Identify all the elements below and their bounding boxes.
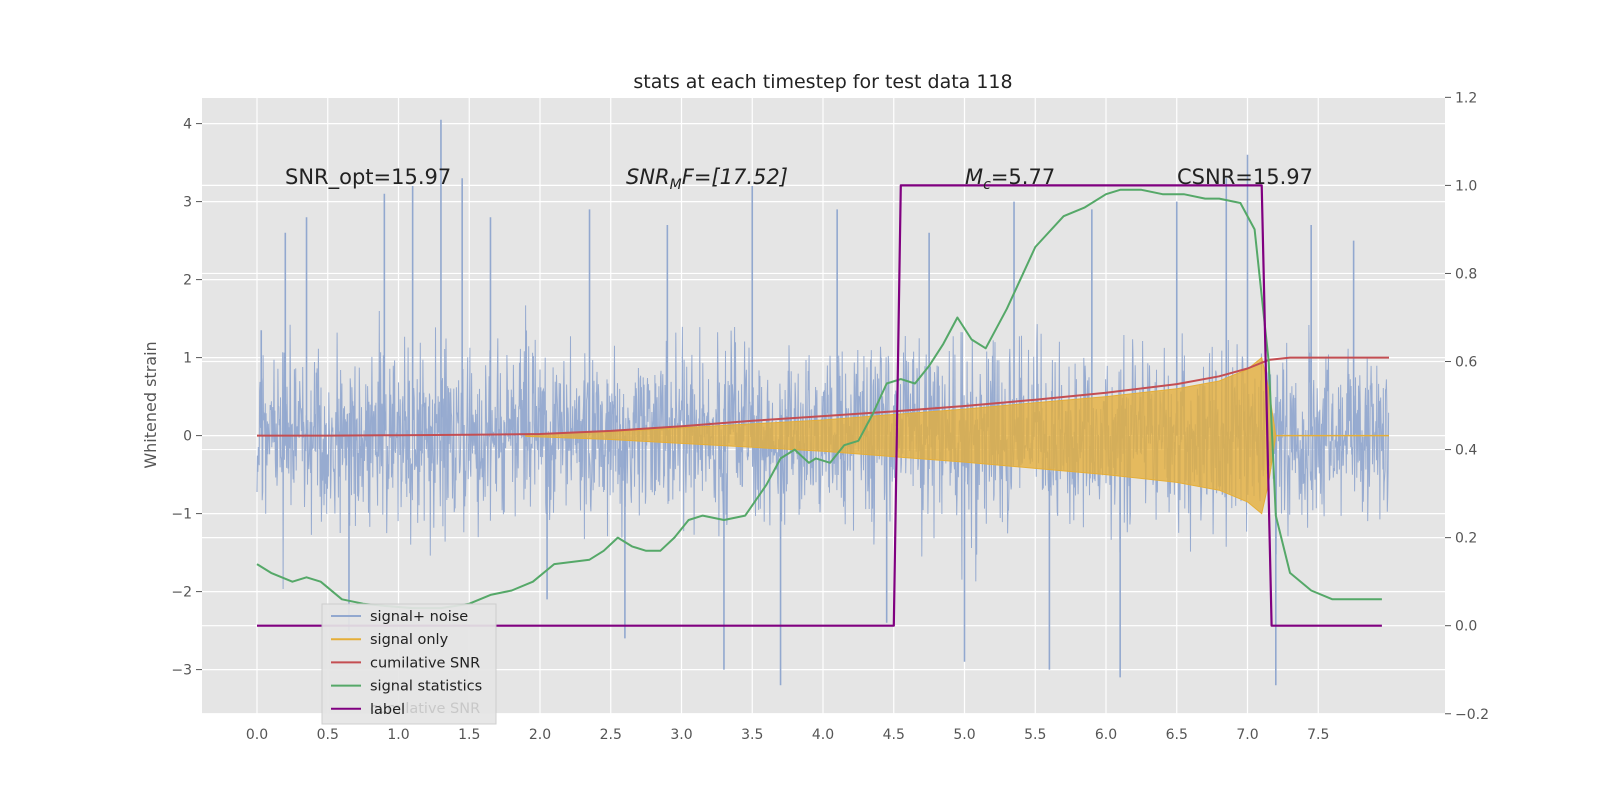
x-tick-label: 5.5: [1024, 727, 1046, 743]
y-left-tick-label: −2: [171, 585, 192, 601]
x-tick-label: 6.0: [1095, 727, 1117, 743]
y-axis-label: Whitened strain: [141, 341, 160, 468]
x-tick-label: 7.5: [1307, 727, 1329, 743]
y-left-tick-label: 3: [183, 195, 192, 211]
annotation-snr-mf: SNRMF=[17.52]: [626, 165, 788, 193]
x-tick-label: 0.5: [317, 727, 339, 743]
legend-label: label: [370, 702, 405, 718]
annotation-mc: Mc=5.77: [965, 165, 1055, 193]
x-tick-label: 6.5: [1166, 727, 1188, 743]
x-tick-label: 2.5: [600, 727, 622, 743]
legend: cumilative SNR signal+ noise signal only c…: [321, 603, 497, 725]
mc-tail: =5.77: [991, 165, 1055, 189]
series-layer: [256, 119, 1390, 686]
x-tick-label: 3.5: [741, 727, 763, 743]
series-label: [257, 184, 1382, 627]
y-left-tick-label: 1: [183, 351, 192, 367]
series-signal-statistics: [256, 188, 1382, 610]
y-right-tick-label: 1.2: [1455, 90, 1477, 106]
annotation-snr-opt: SNR_opt=15.97: [285, 165, 451, 190]
y-right-tick-label: 1.0: [1455, 178, 1477, 194]
snr-mf-sub: M: [670, 177, 682, 193]
x-tick-label: 4.5: [883, 727, 905, 743]
annotation-csnr: CSNR=15.97: [1177, 165, 1313, 189]
mc-main: M: [965, 165, 983, 189]
legend-label: signal only: [370, 632, 449, 648]
legend-entries: signal+ noise signal only cumilative SNR si…: [331, 609, 482, 718]
y-right-tick-label: 0.2: [1455, 531, 1477, 547]
y-right-tick-label: 0.4: [1455, 443, 1477, 459]
y-left-tick-label: 0: [183, 429, 192, 445]
y-left-tick-label: −1: [171, 507, 192, 523]
y-left-tick-label: −3: [171, 663, 192, 679]
x-tick-label: 2.0: [529, 727, 551, 743]
legend-label: signal+ noise: [370, 609, 468, 625]
y-left-tick-label: 4: [183, 117, 192, 133]
x-tick-label: 7.0: [1236, 727, 1258, 743]
legend-box: [321, 603, 497, 725]
x-tick-label: 5.0: [953, 727, 975, 743]
x-tick-label: 1.0: [387, 727, 409, 743]
legend-label: cumilative SNR: [370, 655, 480, 671]
chart-title: stats at each timestep for test data 118: [633, 71, 1012, 93]
axes-layer: 0.0 0.5 1.0 1.5 2.0 2.5 3.0 3.5 4.0 4.5 5.0 5.5 6.0 6…: [171, 90, 1489, 743]
y-right-tick-label: 0.8: [1455, 266, 1477, 282]
legend-label: signal statistics: [370, 679, 482, 695]
y-right-tick-label: 0.0: [1455, 619, 1477, 635]
x-tick-label: 1.5: [458, 727, 480, 743]
y-left-tick-label: 2: [183, 273, 192, 289]
legend-hidden-text: cumilative SNR: [370, 701, 480, 717]
y-right-tick-label: −0.2: [1455, 707, 1489, 723]
snr-mf-tail: F=[17.52]: [682, 165, 788, 189]
x-tick-label: 3.0: [670, 727, 692, 743]
mc-sub: c: [983, 177, 991, 193]
x-tick-label: 4.0: [812, 727, 834, 743]
snr-mf-main: SNR: [626, 165, 670, 189]
y-right-tick-label: 0.6: [1455, 355, 1477, 371]
x-tick-label: 0.0: [246, 727, 268, 743]
